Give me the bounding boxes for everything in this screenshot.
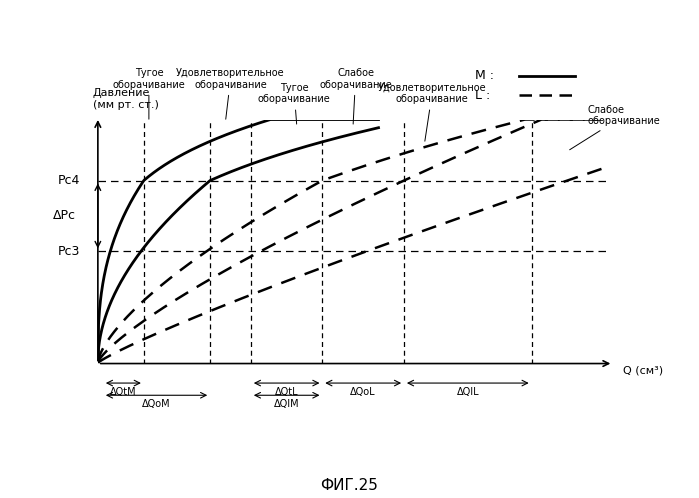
Text: Удовлетворительное
оборачивание: Удовлетворительное оборачивание	[176, 68, 285, 119]
Text: L :: L :	[475, 89, 491, 102]
Text: Удовлетворительное
оборачивание: Удовлетворительное оборачивание	[377, 83, 487, 141]
Text: ΔPc: ΔPc	[53, 209, 76, 223]
Text: ΔQoL: ΔQoL	[350, 387, 376, 397]
Text: ΔQtM: ΔQtM	[110, 387, 137, 397]
Text: ΔQtL: ΔQtL	[275, 387, 298, 397]
Text: Тугое
оборачивание: Тугое оборачивание	[113, 68, 185, 119]
Text: M :: M :	[475, 69, 494, 82]
Text: Слабое
оборачивание: Слабое оборачивание	[570, 105, 661, 150]
Text: ФИГ.25: ФИГ.25	[321, 478, 378, 493]
Text: Тугое
оборачивание: Тугое оборачивание	[258, 83, 331, 124]
Text: ΔQoM: ΔQoM	[142, 399, 171, 409]
Text: Q (см³): Q (см³)	[624, 366, 663, 376]
Text: Слабое
оборачивание: Слабое оборачивание	[319, 68, 392, 124]
Text: Pc3: Pc3	[57, 245, 80, 258]
Text: ΔQIM: ΔQIM	[274, 399, 299, 409]
Text: Давление
(мм рт. ст.): Давление (мм рт. ст.)	[93, 88, 159, 110]
Text: Pc4: Pc4	[57, 174, 80, 187]
Text: ΔQIL: ΔQIL	[456, 387, 479, 397]
